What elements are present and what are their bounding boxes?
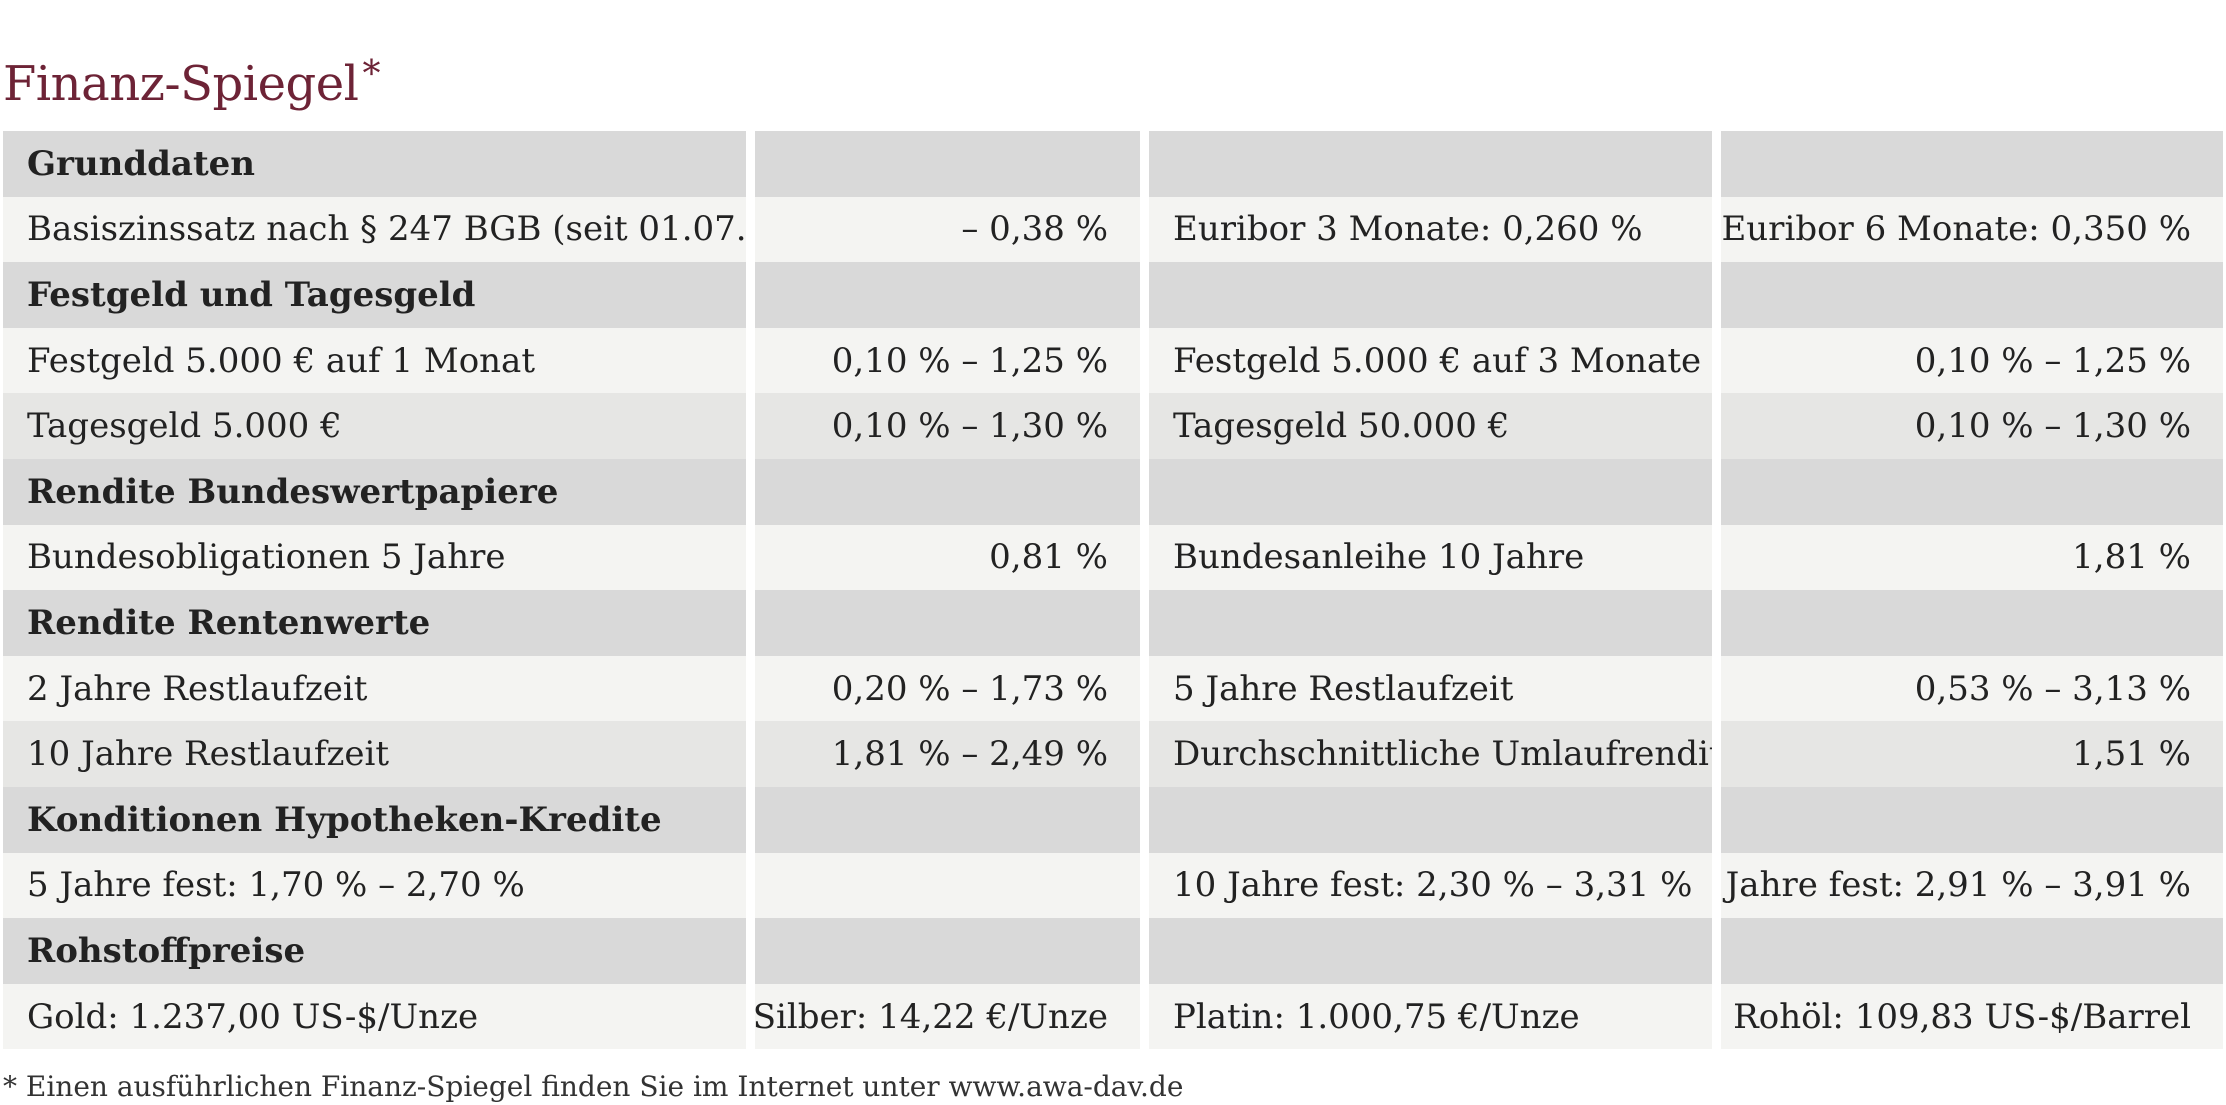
table-cell-value: Silber: 14,22 €/Unze	[755, 983, 1140, 1050]
table-cell-value-2: Euribor 6 Monate: 0,350 %	[1721, 196, 2223, 263]
table-cell-value-2: 15 Jahre fest: 2,91 % – 3,91 %	[1721, 852, 2223, 919]
title-text: Finanz-Spiegel	[3, 56, 359, 112]
table-cell-label-2	[1149, 590, 1712, 656]
table-cell-value	[755, 918, 1140, 984]
section-title: Festgeld und Tagesgeld	[3, 262, 746, 328]
table-cell-value-2	[1721, 131, 2223, 197]
table-cell-label-2	[1149, 918, 1712, 984]
table-cell-label-2	[1149, 786, 1712, 853]
table-cell-value	[755, 458, 1140, 525]
table-cell-value-2	[1721, 590, 2223, 656]
table-cell-value-2	[1721, 262, 2223, 328]
table-cell-label: 5 Jahre fest: 1,70 % – 2,70 %	[3, 852, 746, 919]
finance-table: Grunddaten Basiszinssatz nach § 247 BGB (…	[3, 131, 2223, 1050]
table-cell-label: Basiszinssatz nach § 247 BGB (seit 01.07…	[3, 196, 746, 263]
table-cell-value-2: Rohöl: 109,83 US-$/Barrel	[1721, 983, 2223, 1050]
table-cell-value-2: 1,51 %	[1721, 721, 2223, 787]
section-title: Konditionen Hypotheken-Kredite	[3, 786, 746, 853]
table-cell-value	[755, 786, 1140, 853]
table-cell-value-2: 0,10 % – 1,25 %	[1721, 327, 2223, 394]
table-cell-label-2: Festgeld 5.000 € auf 3 Monate	[1149, 327, 1712, 394]
section-title: Rendite Bundeswertpapiere	[3, 458, 746, 525]
table-cell-label-2: Bundesanleihe 10 Jahre	[1149, 524, 1712, 591]
table-cell-value-2	[1721, 458, 2223, 525]
table-cell-value	[755, 262, 1140, 328]
table-cell-label-2	[1149, 458, 1712, 525]
table-cell-value	[755, 852, 1140, 919]
table-cell-value: 0,10 % – 1,30 %	[755, 393, 1140, 459]
table-cell-value: – 0,38 %	[755, 196, 1140, 263]
table-cell-label: 2 Jahre Restlaufzeit	[3, 655, 746, 722]
table-cell-value-2: 1,81 %	[1721, 524, 2223, 591]
table-cell-label-2: Euribor 3 Monate: 0,260 %	[1149, 196, 1712, 263]
table-cell-value-2: 0,53 % – 3,13 %	[1721, 655, 2223, 722]
title-footnote-mark: *	[362, 54, 380, 95]
table-cell-label-2: Durchschnittliche Umlaufrendite	[1149, 721, 1712, 787]
table-cell-label-2: Platin: 1.000,75 €/Unze	[1149, 983, 1712, 1050]
table-cell-label: Gold: 1.237,00 US-$/Unze	[3, 983, 746, 1050]
section-title: Rendite Rentenwerte	[3, 590, 746, 656]
table-cell-label-2	[1149, 262, 1712, 328]
table-cell-label-2: 10 Jahre fest: 2,30 % – 3,31 %	[1149, 852, 1712, 919]
table-cell-value: 0,81 %	[755, 524, 1140, 591]
footnote: * Einen ausführlichen Finanz-Spiegel fin…	[3, 1070, 1184, 1103]
page-title: Finanz-Spiegel *	[3, 40, 380, 119]
table-cell-value-2	[1721, 786, 2223, 853]
table-cell-value	[755, 131, 1140, 197]
table-cell-label-2: Tagesgeld 50.000 €	[1149, 393, 1712, 459]
table-cell-label-2	[1149, 131, 1712, 197]
table-cell-label-2: 5 Jahre Restlaufzeit	[1149, 655, 1712, 722]
table-cell-value-2	[1721, 918, 2223, 984]
table-cell-value: 0,10 % – 1,25 %	[755, 327, 1140, 394]
section-title: Rohstoffpreise	[3, 918, 746, 984]
table-cell-value: 1,81 % – 2,49 %	[755, 721, 1140, 787]
table-cell-value	[755, 590, 1140, 656]
section-title: Grunddaten	[3, 131, 746, 197]
table-cell-value: 0,20 % – 1,73 %	[755, 655, 1140, 722]
table-cell-label: Tagesgeld 5.000 €	[3, 393, 746, 459]
table-cell-label: Bundesobligationen 5 Jahre	[3, 524, 746, 591]
table-cell-value-2: 0,10 % – 1,30 %	[1721, 393, 2223, 459]
table-cell-label: Festgeld 5.000 € auf 1 Monat	[3, 327, 746, 394]
table-cell-label: 10 Jahre Restlaufzeit	[3, 721, 746, 787]
